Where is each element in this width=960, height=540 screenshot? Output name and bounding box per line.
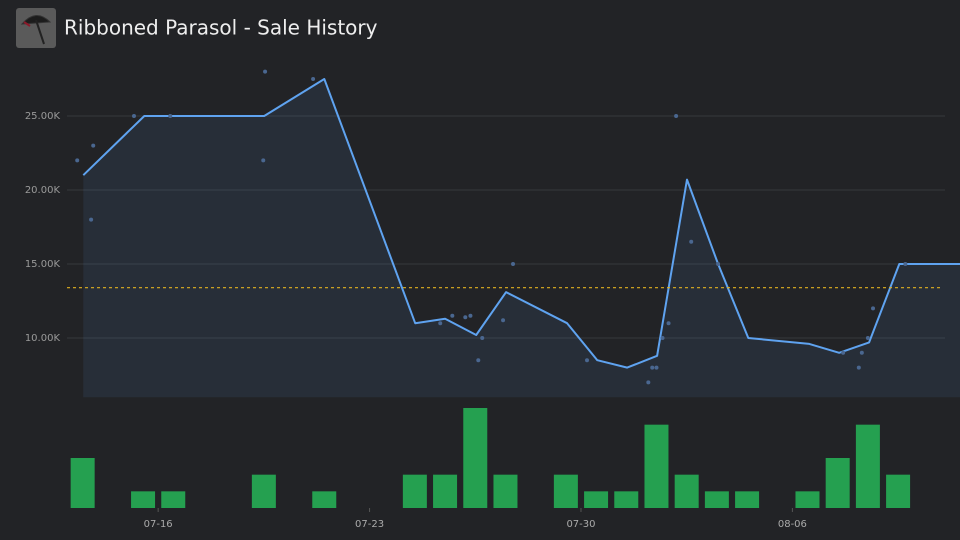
sale-point <box>716 262 721 266</box>
volume-bar <box>735 491 760 508</box>
volume-bar <box>433 474 458 508</box>
volume-bar <box>251 474 276 508</box>
sale-point <box>511 262 516 266</box>
sale-point <box>75 158 80 163</box>
sale-point <box>476 358 481 363</box>
sale-point <box>131 114 136 118</box>
sale-point <box>646 380 651 385</box>
volume-bar <box>644 424 669 508</box>
volume-bar <box>614 491 639 508</box>
y-tick-label: 25.00K <box>25 111 61 122</box>
sale-point <box>903 262 908 266</box>
volume-bar <box>704 491 729 508</box>
price-line <box>82 78 960 369</box>
sale-point <box>650 365 655 370</box>
volume-bar <box>70 458 95 508</box>
sale-point <box>689 239 694 244</box>
chart-title: Ribboned Parasol - Sale History <box>64 16 378 40</box>
volume-bar <box>463 408 488 508</box>
sale-point <box>89 217 94 222</box>
sale-point <box>841 350 846 355</box>
price-area <box>83 79 960 398</box>
sale-point <box>654 365 659 370</box>
sale-point <box>660 336 665 340</box>
sale-point <box>261 158 266 163</box>
volume-bar <box>161 491 186 508</box>
y-tick-label: 10.00K <box>25 333 61 344</box>
sale-point <box>263 69 268 74</box>
sale-point <box>91 143 96 148</box>
x-tick-label: 07-23 <box>355 519 384 530</box>
sale-point <box>463 315 468 320</box>
volume-bar <box>795 491 820 508</box>
sale-point <box>450 313 455 318</box>
volume-bar <box>312 491 337 508</box>
sale-point <box>865 336 870 340</box>
sale-point <box>480 336 485 340</box>
x-tick-label: 07-16 <box>144 519 173 530</box>
volume-bar <box>855 424 880 508</box>
y-tick-label: 20.00K <box>25 185 61 196</box>
sale-point <box>666 321 671 326</box>
sale-point <box>585 358 590 363</box>
sale-point <box>168 114 173 118</box>
sale-point <box>856 365 861 370</box>
sale-point <box>674 114 679 118</box>
volume-bar <box>131 491 156 508</box>
volume-bar <box>402 474 427 508</box>
volume-bar <box>825 458 850 508</box>
item-icon <box>16 8 56 48</box>
x-tick-label: 07-30 <box>566 519 595 530</box>
volume-bar <box>584 491 609 508</box>
sale-point <box>311 77 316 81</box>
volume-bar <box>553 474 578 508</box>
sale-point <box>468 313 473 318</box>
sale-point <box>859 350 864 355</box>
sale-point <box>501 318 506 323</box>
volume-bar <box>674 474 699 508</box>
sale-point <box>438 321 443 326</box>
sale-point <box>871 306 876 311</box>
y-tick-label: 15.00K <box>25 259 61 270</box>
x-tick-label: 08-06 <box>778 519 807 530</box>
volume-bar <box>886 474 911 508</box>
volume-bar <box>493 474 518 508</box>
